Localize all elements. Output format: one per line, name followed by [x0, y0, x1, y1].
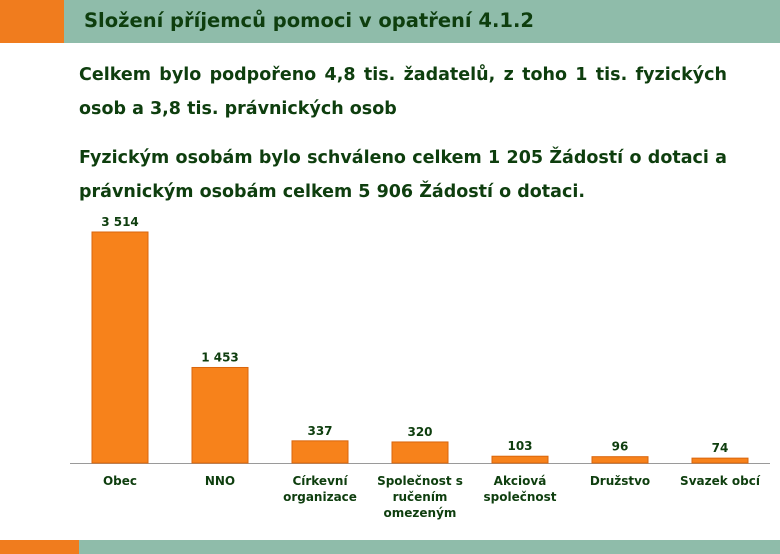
bar — [291, 440, 349, 464]
slide-title: Složení příjemců pomoci v opatření 4.1.2 — [84, 9, 534, 32]
bar — [691, 457, 749, 464]
data-label: 320 — [407, 425, 432, 439]
summary-paragraph-applicants: Celkem bylo podpořeno 4,8 tis. žadatelů,… — [79, 65, 727, 119]
category-label: Církevní organizace — [283, 474, 357, 504]
bar — [91, 231, 149, 464]
data-label: 96 — [612, 440, 629, 454]
bar — [591, 456, 649, 464]
footer-bar — [79, 540, 780, 554]
footer-accent-orange — [0, 540, 79, 554]
category-label: Společnost s ručením omezeným — [377, 474, 463, 520]
category-label: Obec — [103, 474, 137, 488]
bar — [491, 455, 549, 464]
header-accent-orange — [0, 0, 64, 43]
data-label: 337 — [307, 424, 332, 438]
data-label: 3 514 — [101, 215, 139, 229]
summary-paragraph-applications: Fyzickým osobám bylo schváleno celkem 1 … — [79, 148, 727, 202]
data-label: 1 453 — [201, 350, 239, 364]
data-label: 74 — [712, 441, 729, 455]
category-label: Svazek obcí — [680, 474, 761, 488]
bar — [191, 366, 249, 464]
bar — [391, 441, 449, 464]
category-label: NNO — [205, 474, 235, 488]
header-bar — [64, 0, 780, 43]
category-label: Družstvo — [590, 474, 650, 488]
category-label: Akciová společnost — [483, 474, 556, 504]
data-label: 103 — [507, 439, 532, 453]
